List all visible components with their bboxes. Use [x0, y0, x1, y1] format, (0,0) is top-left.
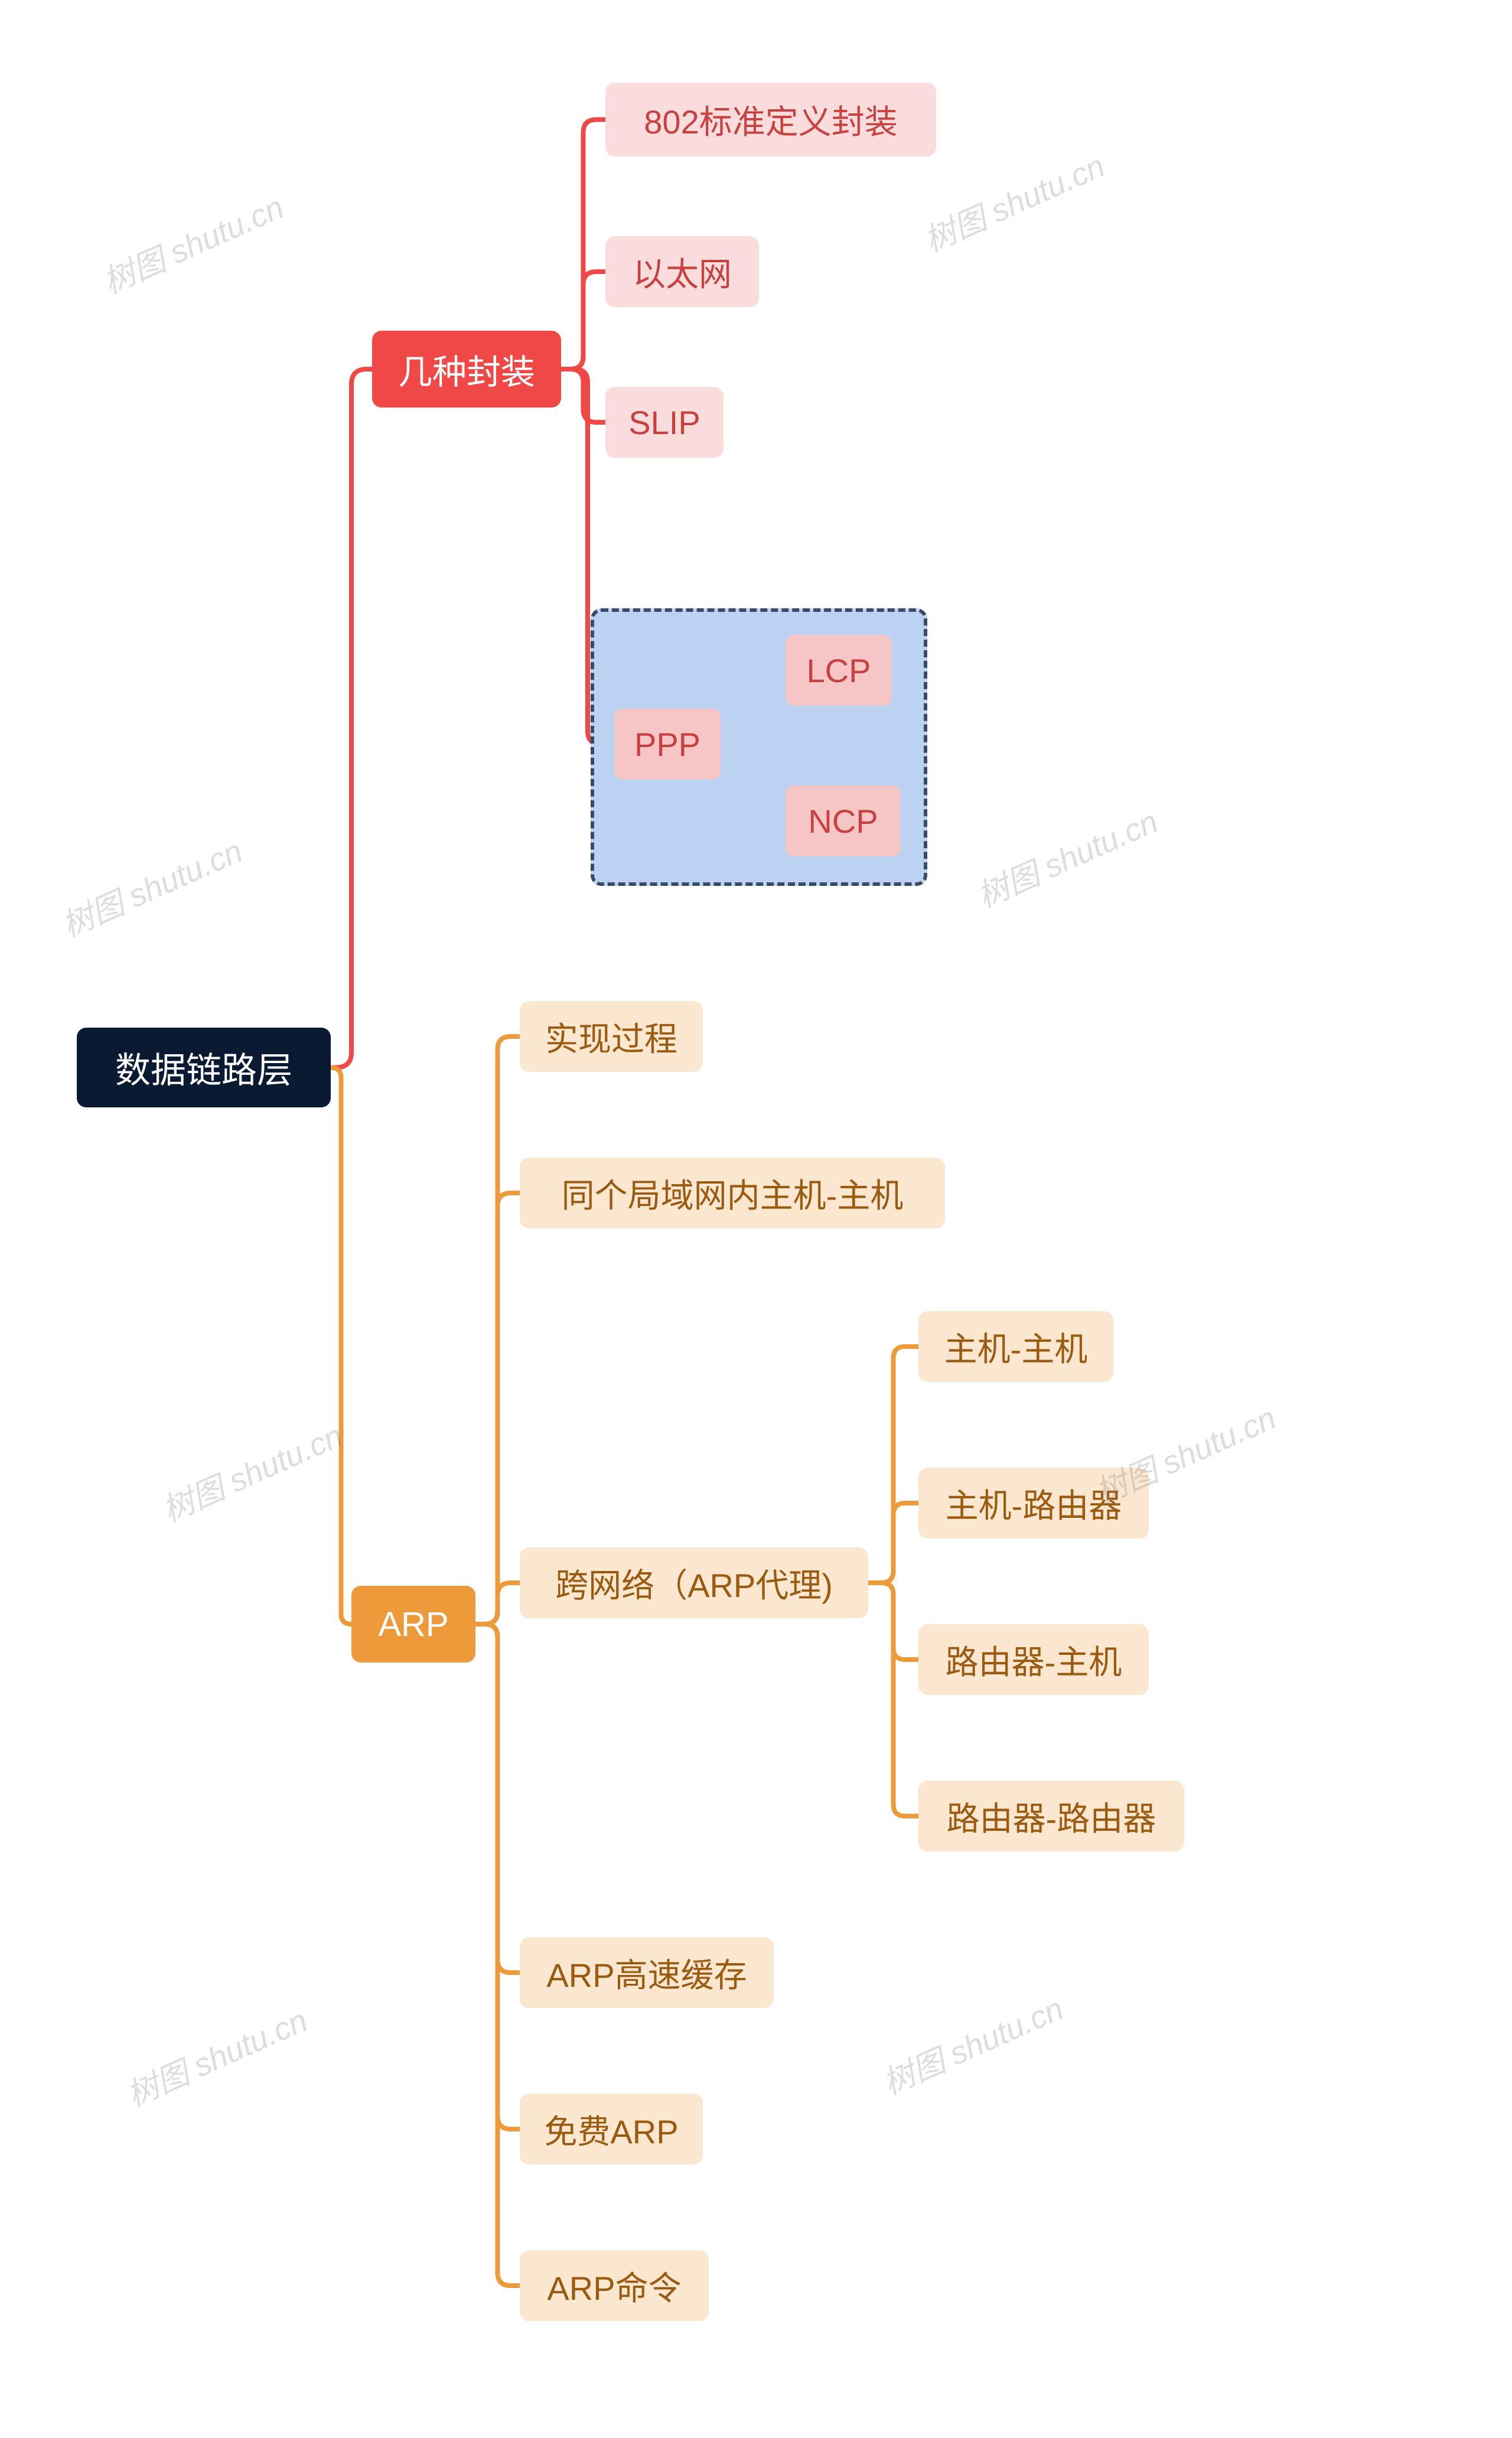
node-label: 同个局域网内主机-主机: [562, 1169, 904, 1217]
node-label: ARP: [378, 1605, 448, 1644]
node-label: 实现过程: [545, 1013, 677, 1061]
leaf-slip: SLIP: [605, 387, 724, 458]
watermark: 树图 shutu.cn: [915, 140, 1111, 261]
node-label: LCP: [807, 651, 871, 690]
watermark: 树图 shutu.cn: [53, 825, 249, 946]
node-label: NCP: [808, 802, 878, 840]
leaf-ncp: NCP: [786, 785, 901, 856]
node-label: ARP高速缓存: [546, 1949, 747, 1997]
watermark: 树图 shutu.cn: [94, 181, 290, 302]
node-label: SLIP: [628, 403, 700, 442]
leaf-router-router: 路由器-路由器: [918, 1781, 1184, 1852]
leaf-arpcache: ARP高速缓存: [520, 1937, 774, 2008]
root-node: 数据链路层: [77, 1028, 331, 1107]
watermark: 树图 shutu.cn: [969, 796, 1164, 917]
node-label: 免费ARP: [544, 2105, 678, 2153]
leaf-ethernet: 以太网: [605, 236, 759, 307]
watermark: 树图 shutu.cn: [118, 1994, 314, 2116]
node-label: 几种封装: [398, 344, 535, 394]
leaf-host-router: 主机-路由器: [918, 1468, 1149, 1539]
root-label: 数据链路层: [115, 1042, 292, 1093]
node-label: 路由器-路由器: [947, 1792, 1156, 1840]
node-label: 路由器-主机: [946, 1636, 1122, 1684]
leaf-router-host: 路由器-主机: [918, 1624, 1149, 1695]
watermark: 树图 shutu.cn: [154, 1410, 349, 1531]
branch-arp: ARP: [351, 1586, 475, 1663]
mindmap-stage: 数据链路层 几种封装 802标准定义封装 以太网 SLIP PPP LCP NC…: [0, 0, 1512, 2438]
watermark: 树图 shutu.cn: [874, 1983, 1070, 2104]
leaf-samelan: 同个局域网内主机-主机: [520, 1158, 945, 1228]
node-label: 以太网: [633, 248, 732, 296]
leaf-arpcmd: ARP命令: [520, 2250, 709, 2321]
node-label: ARP命令: [547, 2262, 681, 2310]
branch-encapsulation: 几种封装: [372, 331, 561, 408]
leaf-ppp: PPP: [614, 709, 721, 780]
leaf-proxy: 跨网络（ARP代理): [520, 1547, 868, 1618]
leaf-host-host: 主机-主机: [918, 1311, 1113, 1382]
leaf-lcp: LCP: [786, 635, 892, 706]
node-label: 802标准定义封装: [644, 96, 897, 144]
node-label: 主机-主机: [944, 1323, 1088, 1371]
node-label: 主机-路由器: [946, 1479, 1122, 1527]
leaf-freearp: 免费ARP: [520, 2094, 703, 2165]
node-label: 跨网络（ARP代理): [555, 1559, 833, 1607]
leaf-impl: 实现过程: [520, 1001, 703, 1072]
leaf-802: 802标准定义封装: [605, 83, 936, 157]
node-label: PPP: [634, 725, 700, 764]
